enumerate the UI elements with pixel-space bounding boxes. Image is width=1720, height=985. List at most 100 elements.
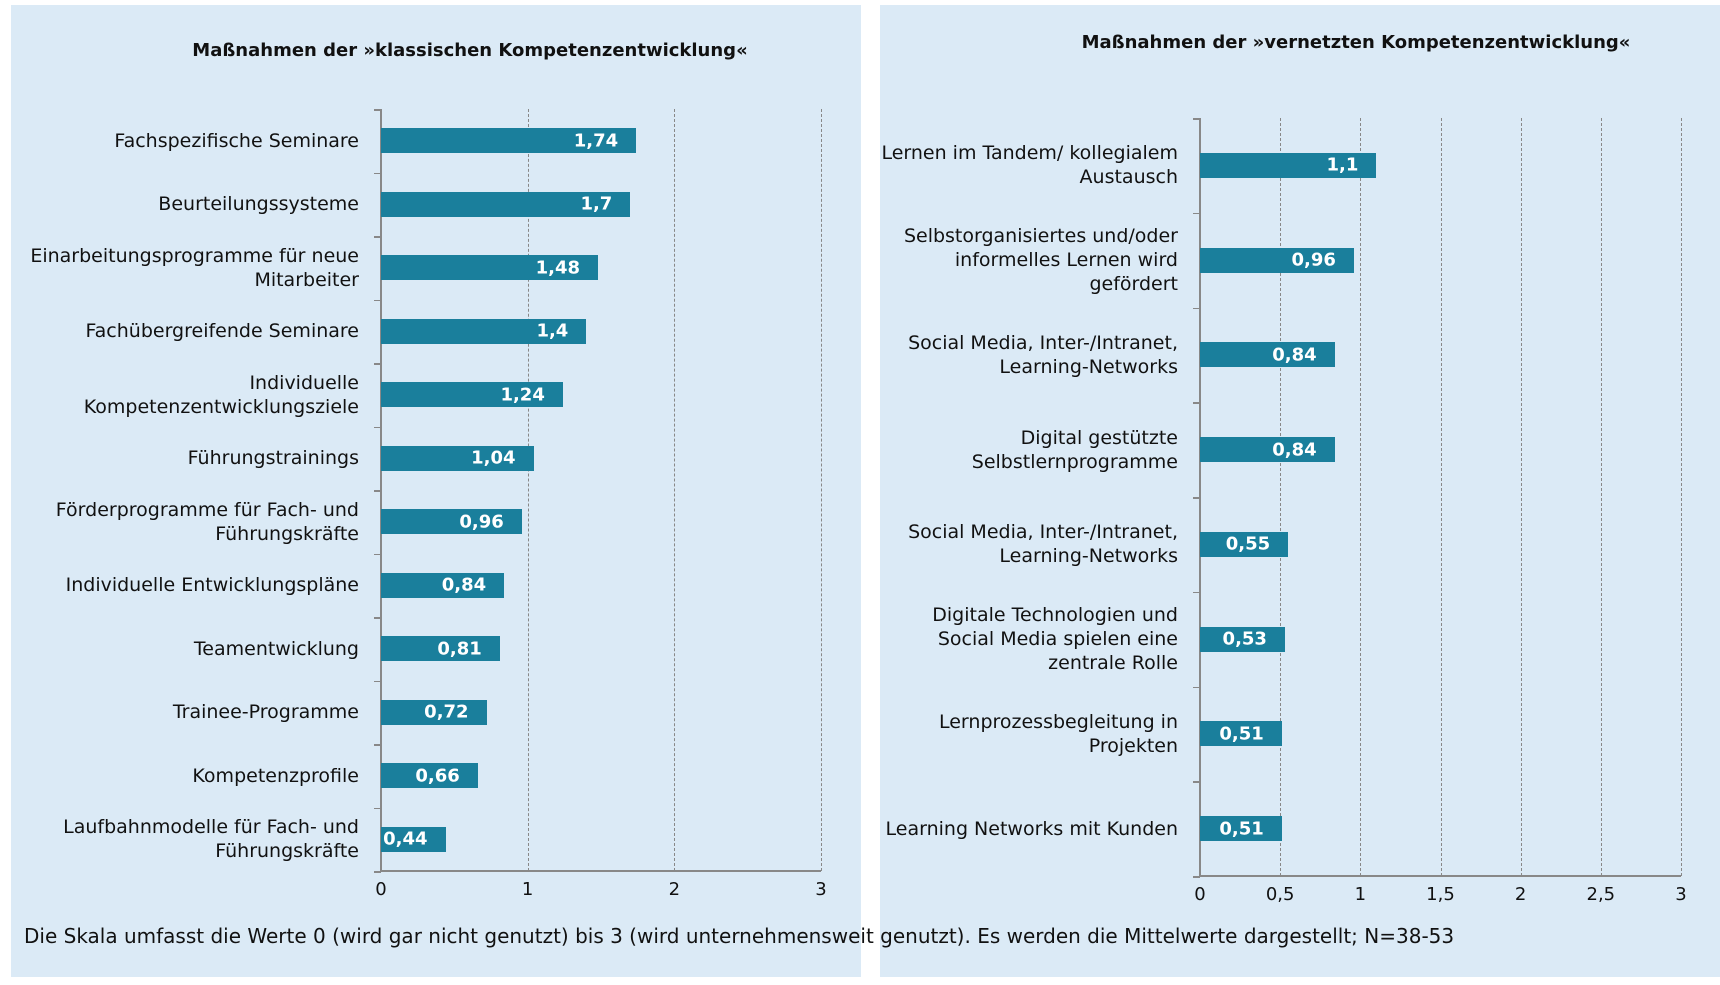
y-tick-mark [1193, 402, 1200, 404]
y-tick-mark [374, 490, 381, 492]
y-axis [380, 109, 382, 871]
y-tick-mark [374, 744, 381, 746]
chart-title: Maßnahmen der »klassischen Kompetenzentw… [192, 40, 748, 61]
bar [1200, 721, 1282, 747]
value-label: 0,66 [415, 765, 460, 787]
x-tick-label: 0,5 [1265, 884, 1295, 905]
value-label: 0,51 [1219, 723, 1264, 745]
x-tick-label: 0 [1194, 884, 1206, 905]
value-label: 1,7 [580, 193, 613, 215]
y-tick-mark [1193, 212, 1200, 215]
x-tick-label: 3 [815, 879, 827, 900]
value-label: 1,24 [500, 384, 545, 406]
y-tick-mark [1193, 781, 1200, 783]
category-label: Social Media, Inter-/Intranet, Learning-… [908, 331, 1178, 378]
category-label: Laufbahnmodelle für Fach- und Führungskr… [63, 816, 359, 863]
y-tick-mark [374, 553, 381, 555]
bar [381, 318, 587, 344]
bar [1200, 626, 1285, 652]
category-label: Beurteilungssysteme [158, 193, 359, 216]
y-tick-mark [1193, 876, 1200, 878]
category-label: Learning Networks mit Kunden [885, 817, 1178, 840]
category-label: Führungstrainings [187, 447, 359, 470]
category-label: Förderprogramme für Fach- und Führungskr… [55, 498, 359, 545]
y-tick-mark [374, 236, 381, 238]
y-tick-mark [374, 680, 381, 682]
x-tick-label: 1 [1354, 884, 1367, 905]
note: Die Skala umfasst die Werte 0 (wird gar … [24, 924, 1455, 948]
value-label: 1,1 [1326, 154, 1359, 176]
bar [381, 636, 500, 662]
category-label: Digital gestützte Selbstlernprogramme [971, 426, 1178, 473]
bar [1200, 342, 1335, 368]
category-label: Individuelle Entwicklungspläne [65, 574, 359, 597]
bar [381, 255, 599, 281]
value-label: 0,81 [437, 638, 482, 660]
category-label: Fachspezifische Seminare [114, 129, 359, 152]
category-label: Teamentwicklung [193, 637, 359, 660]
grid-line [1600, 118, 1602, 876]
bar [381, 509, 522, 535]
y-tick-mark [374, 363, 381, 365]
y-tick-mark [1193, 686, 1200, 688]
left-panel [11, 5, 861, 977]
value-label: 1,74 [573, 130, 619, 152]
y-tick-mark [1193, 307, 1200, 309]
y-tick-mark [1193, 591, 1200, 594]
y-tick-mark [374, 807, 381, 809]
bar [381, 826, 446, 852]
bar [381, 128, 637, 154]
grid-line [1440, 118, 1442, 876]
y-tick-mark [1193, 118, 1200, 120]
value-label: 1,04 [471, 447, 516, 469]
category-label: Einarbeitungsprogramme für neue Mitarbei… [30, 244, 359, 291]
value-label: 0,44 [383, 828, 428, 850]
bar [381, 191, 631, 217]
value-label: 0,96 [459, 511, 504, 533]
grid-line [821, 109, 822, 871]
grid-line [1360, 118, 1362, 876]
category-label: Selbstorganisiertes und/oder informelles… [903, 225, 1178, 296]
category-label: Individuelle Kompetenzentwicklungsziele [83, 371, 359, 418]
y-tick-mark [374, 617, 381, 619]
bar [1200, 816, 1282, 842]
value-label: 0,84 [1272, 344, 1317, 366]
x-tick-label: 1 [521, 879, 534, 900]
bar [1200, 437, 1335, 463]
x-axis [1200, 875, 1681, 877]
x-tick-label: 2 [668, 879, 681, 900]
x-tick-label: 1,5 [1426, 884, 1455, 905]
category-label: Lernprozessbegleitung in Projekten [938, 710, 1178, 757]
category-label: Kompetenzprofile [192, 764, 359, 787]
grid-line [527, 109, 529, 871]
value-label: 0,72 [424, 701, 469, 723]
x-tick-label: 3 [1675, 884, 1687, 905]
value-label: 0,84 [441, 574, 487, 596]
bar [381, 572, 505, 598]
x-tick-label: 2,5 [1586, 884, 1616, 905]
bar [381, 763, 478, 789]
x-tick-label: 2 [1514, 884, 1527, 905]
category-label: Trainee-Programme [172, 701, 359, 724]
y-tick-mark [374, 109, 381, 111]
grid-line [1681, 118, 1682, 876]
y-tick-mark [374, 172, 381, 174]
value-label: 1,48 [535, 257, 581, 279]
x-tick-label: 0 [375, 879, 387, 900]
y-tick-mark [374, 871, 381, 873]
x-axis [381, 870, 821, 872]
bar [1200, 152, 1377, 178]
y-tick-mark [374, 299, 381, 301]
bar [381, 445, 534, 471]
category-label: Digitale Technologien und Social Media s… [932, 604, 1178, 675]
bar [1200, 531, 1289, 557]
bar [1200, 247, 1354, 273]
grid-line [1280, 118, 1282, 876]
bar [381, 382, 563, 408]
category-label: Fachübergreifende Seminare [85, 320, 359, 343]
value-label: 0,51 [1219, 818, 1264, 840]
value-label: 0,55 [1225, 533, 1271, 555]
y-tick-mark [374, 426, 381, 428]
value-label: 0,53 [1222, 628, 1267, 650]
